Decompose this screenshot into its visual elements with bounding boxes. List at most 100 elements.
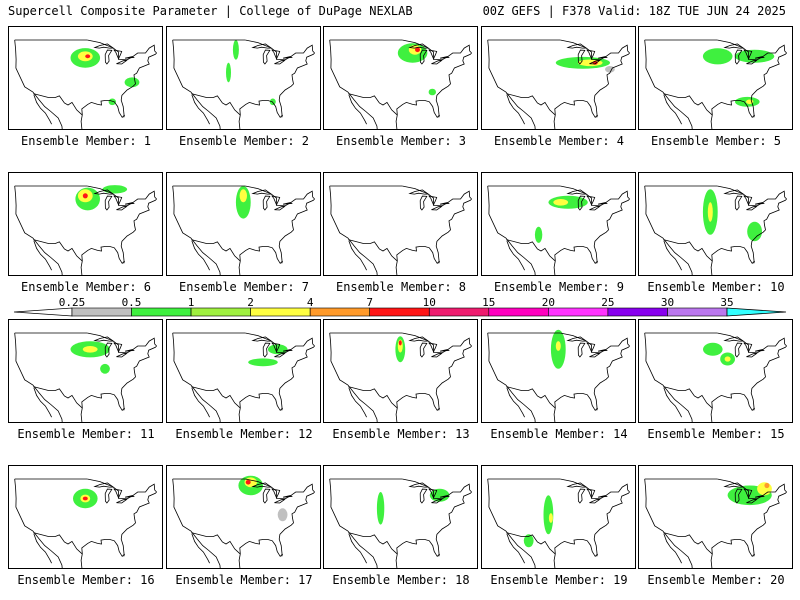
ensemble-member-map bbox=[638, 319, 793, 423]
baja-coastline bbox=[663, 94, 682, 125]
baja-coastline bbox=[663, 387, 682, 418]
great-lake bbox=[283, 349, 293, 352]
ensemble-member-label: Ensemble Member: 18 bbox=[332, 573, 470, 587]
canada-border-east bbox=[717, 185, 787, 207]
gulf-east-coastline bbox=[553, 345, 630, 422]
west-coastline bbox=[644, 332, 693, 422]
west-coastline bbox=[644, 478, 693, 568]
great-lake bbox=[755, 202, 765, 205]
west-coastline bbox=[487, 478, 536, 568]
ensemble-member-label: Ensemble Member: 2 bbox=[178, 134, 310, 148]
great-lake bbox=[274, 498, 286, 504]
great-lake bbox=[251, 482, 273, 488]
ensemble-member-map bbox=[166, 26, 321, 130]
great-lake bbox=[734, 342, 743, 358]
great-lake bbox=[586, 342, 596, 353]
great-lake bbox=[743, 49, 753, 60]
scp-contour bbox=[757, 482, 772, 496]
figure-title-left: Supercell Composite Parameter | College … bbox=[8, 4, 413, 18]
gulf-east-coastline bbox=[710, 198, 787, 275]
west-coastline bbox=[14, 185, 63, 275]
us-basemap bbox=[14, 185, 157, 275]
west-coastline bbox=[14, 478, 63, 568]
colorbar-tick-label: 35 bbox=[720, 298, 733, 309]
great-lake bbox=[598, 56, 608, 59]
mexico-border bbox=[191, 532, 241, 555]
mexico-border bbox=[663, 93, 713, 116]
ensemble-member-label: Ensemble Member: 5 bbox=[650, 134, 782, 148]
us-basemap bbox=[172, 332, 315, 422]
great-lake bbox=[586, 195, 596, 206]
great-lake bbox=[251, 336, 273, 342]
gulf-east-coastline bbox=[710, 52, 787, 129]
mexico-border bbox=[663, 239, 713, 262]
ensemble-member-map bbox=[481, 26, 636, 130]
us-basemap bbox=[329, 332, 472, 422]
mexico-border bbox=[348, 532, 398, 555]
ensemble-member-map bbox=[481, 465, 636, 569]
great-lake bbox=[746, 205, 758, 211]
scp-contour bbox=[605, 66, 615, 73]
great-lake bbox=[262, 195, 271, 211]
us-basemap bbox=[172, 39, 315, 129]
great-lake bbox=[734, 195, 743, 211]
gulf-east-coastline bbox=[553, 491, 630, 568]
great-lake bbox=[723, 43, 745, 49]
ensemble-member-label: Ensemble Member: 19 bbox=[490, 573, 628, 587]
great-lake bbox=[428, 195, 438, 206]
great-lake bbox=[113, 488, 123, 499]
ensemble-member-label: Ensemble Member: 15 bbox=[647, 427, 785, 441]
scp-contour bbox=[707, 202, 713, 222]
ensemble-member-label: Ensemble Member: 14 bbox=[490, 427, 628, 441]
colorbar-bin bbox=[488, 307, 549, 317]
ensemble-member-label: Ensemble Member: 17 bbox=[175, 573, 313, 587]
scp-contour bbox=[245, 480, 251, 485]
great-lake bbox=[93, 336, 115, 342]
great-lake bbox=[723, 482, 745, 488]
colorbar-bin bbox=[667, 307, 728, 317]
great-lake bbox=[125, 202, 135, 205]
florida-tip bbox=[281, 114, 283, 118]
baja-coastline bbox=[33, 94, 52, 125]
great-lake bbox=[577, 342, 586, 358]
great-lake bbox=[113, 195, 123, 206]
great-lake bbox=[755, 56, 765, 59]
great-lake bbox=[743, 342, 753, 353]
scp-contour bbox=[747, 221, 762, 242]
ensemble-member-map bbox=[8, 172, 163, 276]
colorbar-bin bbox=[190, 307, 251, 317]
florida-tip bbox=[596, 553, 598, 557]
colorbar-tick-label: 7 bbox=[366, 298, 373, 309]
ensemble-member-label: Ensemble Member: 8 bbox=[335, 280, 467, 294]
baja-coastline bbox=[506, 240, 525, 271]
great-lake bbox=[566, 336, 588, 342]
west-coastline bbox=[329, 39, 378, 129]
ensemble-member-map bbox=[638, 465, 793, 569]
great-lake bbox=[251, 189, 273, 195]
ensemble-member-map bbox=[638, 172, 793, 276]
great-lake bbox=[589, 352, 601, 358]
scp-contour bbox=[269, 98, 276, 106]
mexico-border bbox=[191, 386, 241, 409]
us-basemap bbox=[172, 475, 315, 568]
colorbar-left-arrow bbox=[13, 307, 73, 317]
florida-tip bbox=[753, 553, 755, 557]
canada-border-east bbox=[560, 39, 630, 61]
ensemble-member-map bbox=[638, 26, 793, 130]
ensemble-member-map bbox=[481, 172, 636, 276]
gulf-east-coastline bbox=[395, 345, 472, 422]
gulf-east-coastline bbox=[395, 491, 472, 568]
great-lake bbox=[743, 488, 753, 499]
great-lake bbox=[419, 195, 428, 211]
great-lake bbox=[262, 49, 271, 65]
ensemble-member-label: Ensemble Member: 16 bbox=[17, 573, 155, 587]
colorbar-tick-label: 2 bbox=[247, 298, 254, 309]
great-lake bbox=[566, 482, 588, 488]
mexico-border bbox=[506, 93, 556, 116]
canada-border-east bbox=[402, 332, 472, 354]
great-lake bbox=[116, 352, 128, 358]
great-lake bbox=[113, 49, 123, 60]
great-lake bbox=[566, 43, 588, 49]
colorbar-tick-label: 1 bbox=[188, 298, 195, 309]
mexico-border bbox=[348, 386, 398, 409]
